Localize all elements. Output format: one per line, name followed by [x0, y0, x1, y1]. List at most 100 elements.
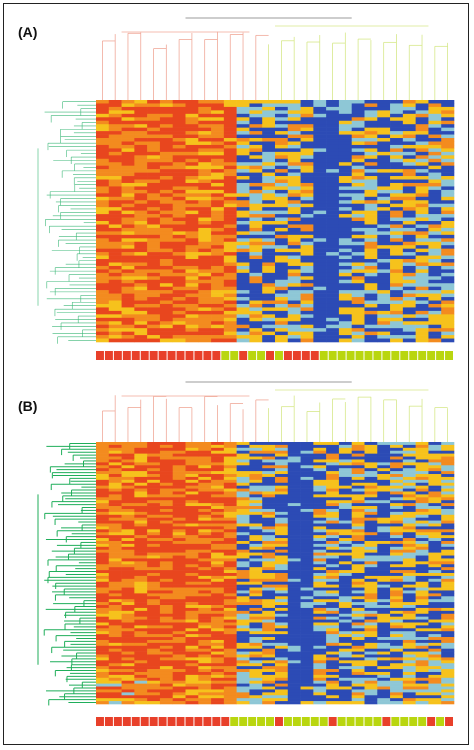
heatmap-cell [96, 570, 110, 574]
heatmap-cell [313, 151, 327, 156]
heatmap-cell [236, 503, 250, 507]
heatmap-cell [351, 456, 365, 460]
class-bar-cell [239, 717, 248, 726]
heatmap-cell [185, 596, 199, 600]
heatmap-cell [287, 148, 301, 153]
heatmap-cell [351, 645, 365, 649]
heatmap-cell [159, 203, 174, 208]
heatmap-cell [172, 587, 186, 591]
heatmap-cell [441, 331, 455, 336]
heatmap-cell [236, 279, 250, 284]
heatmap-cell [185, 248, 199, 253]
heatmap-cell [377, 628, 391, 632]
heatmap-cell [364, 648, 378, 652]
heatmap-cell [351, 631, 365, 635]
heatmap-cell [185, 532, 199, 536]
heatmap-cell [428, 584, 442, 588]
heatmap-cell [351, 127, 365, 132]
heatmap-cell [108, 561, 122, 565]
heatmap-cell [159, 158, 174, 163]
heatmap-cell [249, 297, 263, 301]
heatmap-cell [236, 506, 250, 510]
heatmap-cell [390, 616, 404, 620]
heatmap-cell [198, 269, 212, 274]
heatmap-cell [147, 607, 161, 612]
heatmap-cell [108, 165, 122, 170]
heatmap-cell [300, 639, 314, 644]
heatmap-cell [390, 151, 404, 156]
heatmap-cell [390, 276, 404, 281]
heatmap-cell [441, 634, 455, 638]
heatmap-cell [275, 508, 289, 513]
heatmap-cell [428, 605, 442, 609]
heatmap-cell [338, 196, 353, 201]
heatmap-cell [236, 587, 250, 591]
heatmap-cell [236, 241, 250, 246]
heatmap-cell [390, 227, 404, 232]
heatmap-cell [287, 570, 301, 574]
heatmap-cell [313, 573, 327, 577]
heatmap-cell [287, 634, 301, 638]
heatmap-cell [441, 321, 455, 326]
class-bar-cell [355, 717, 364, 726]
heatmap-cell [262, 587, 276, 591]
heatmap-cell [287, 245, 301, 249]
heatmap-cell [211, 651, 225, 655]
heatmap-cell [147, 651, 161, 655]
heatmap-cell [134, 127, 148, 132]
heatmap-cell [415, 476, 429, 481]
heatmap-cell [390, 543, 404, 548]
heatmap-cell [338, 138, 353, 142]
class-bar-cell [221, 717, 230, 726]
heatmap-cell [96, 674, 110, 679]
heatmap-cell [275, 651, 289, 655]
class-bar-cell [257, 351, 266, 360]
heatmap-cell [402, 293, 416, 298]
heatmap-cell [300, 459, 314, 463]
heatmap-cell [390, 587, 404, 591]
heatmap-cell [338, 532, 353, 536]
heatmap-cell [198, 497, 212, 501]
heatmap-cell [402, 570, 416, 574]
heatmap-cell [275, 310, 289, 315]
heatmap-cell [275, 465, 289, 469]
heatmap-cell [249, 511, 263, 516]
heatmap-cell [364, 476, 378, 481]
heatmap-cell [287, 488, 301, 492]
heatmap-cell [185, 669, 199, 673]
heatmap-cell [402, 113, 416, 118]
heatmap-cell [236, 686, 250, 690]
heatmap-cell [441, 520, 455, 524]
heatmap-cell [198, 456, 212, 460]
heatmap-cell [121, 607, 135, 612]
heatmap-cell [313, 110, 327, 115]
heatmap-cell [108, 456, 122, 460]
heatmap-cell [172, 532, 186, 536]
heatmap-cell [108, 468, 122, 472]
heatmap-cell [147, 328, 161, 332]
heatmap-cell [402, 303, 416, 308]
heatmap-cell [390, 317, 404, 322]
heatmap-cell [402, 654, 416, 658]
heatmap-cell [96, 227, 110, 232]
heatmap-cell [287, 134, 301, 139]
heatmap-cell [338, 485, 353, 489]
heatmap-cell [415, 103, 429, 108]
heatmap-cell [249, 669, 263, 673]
heatmap-cell [134, 134, 148, 139]
heatmap-cell [262, 124, 276, 128]
heatmap-cell [108, 259, 122, 263]
heatmap-cell [428, 331, 442, 336]
heatmap-cell [351, 692, 365, 696]
heatmap-cell [172, 535, 186, 539]
heatmap-cell [185, 196, 199, 201]
heatmap-cell [134, 491, 148, 495]
heatmap-cell [249, 293, 263, 298]
heatmap-cell [172, 634, 186, 638]
heatmap-cell [364, 468, 378, 472]
heatmap-cell [441, 127, 455, 132]
heatmap-cell [441, 645, 455, 649]
heatmap-cell [364, 642, 378, 647]
heatmap-cell [108, 529, 122, 533]
heatmap-cell [300, 162, 314, 166]
